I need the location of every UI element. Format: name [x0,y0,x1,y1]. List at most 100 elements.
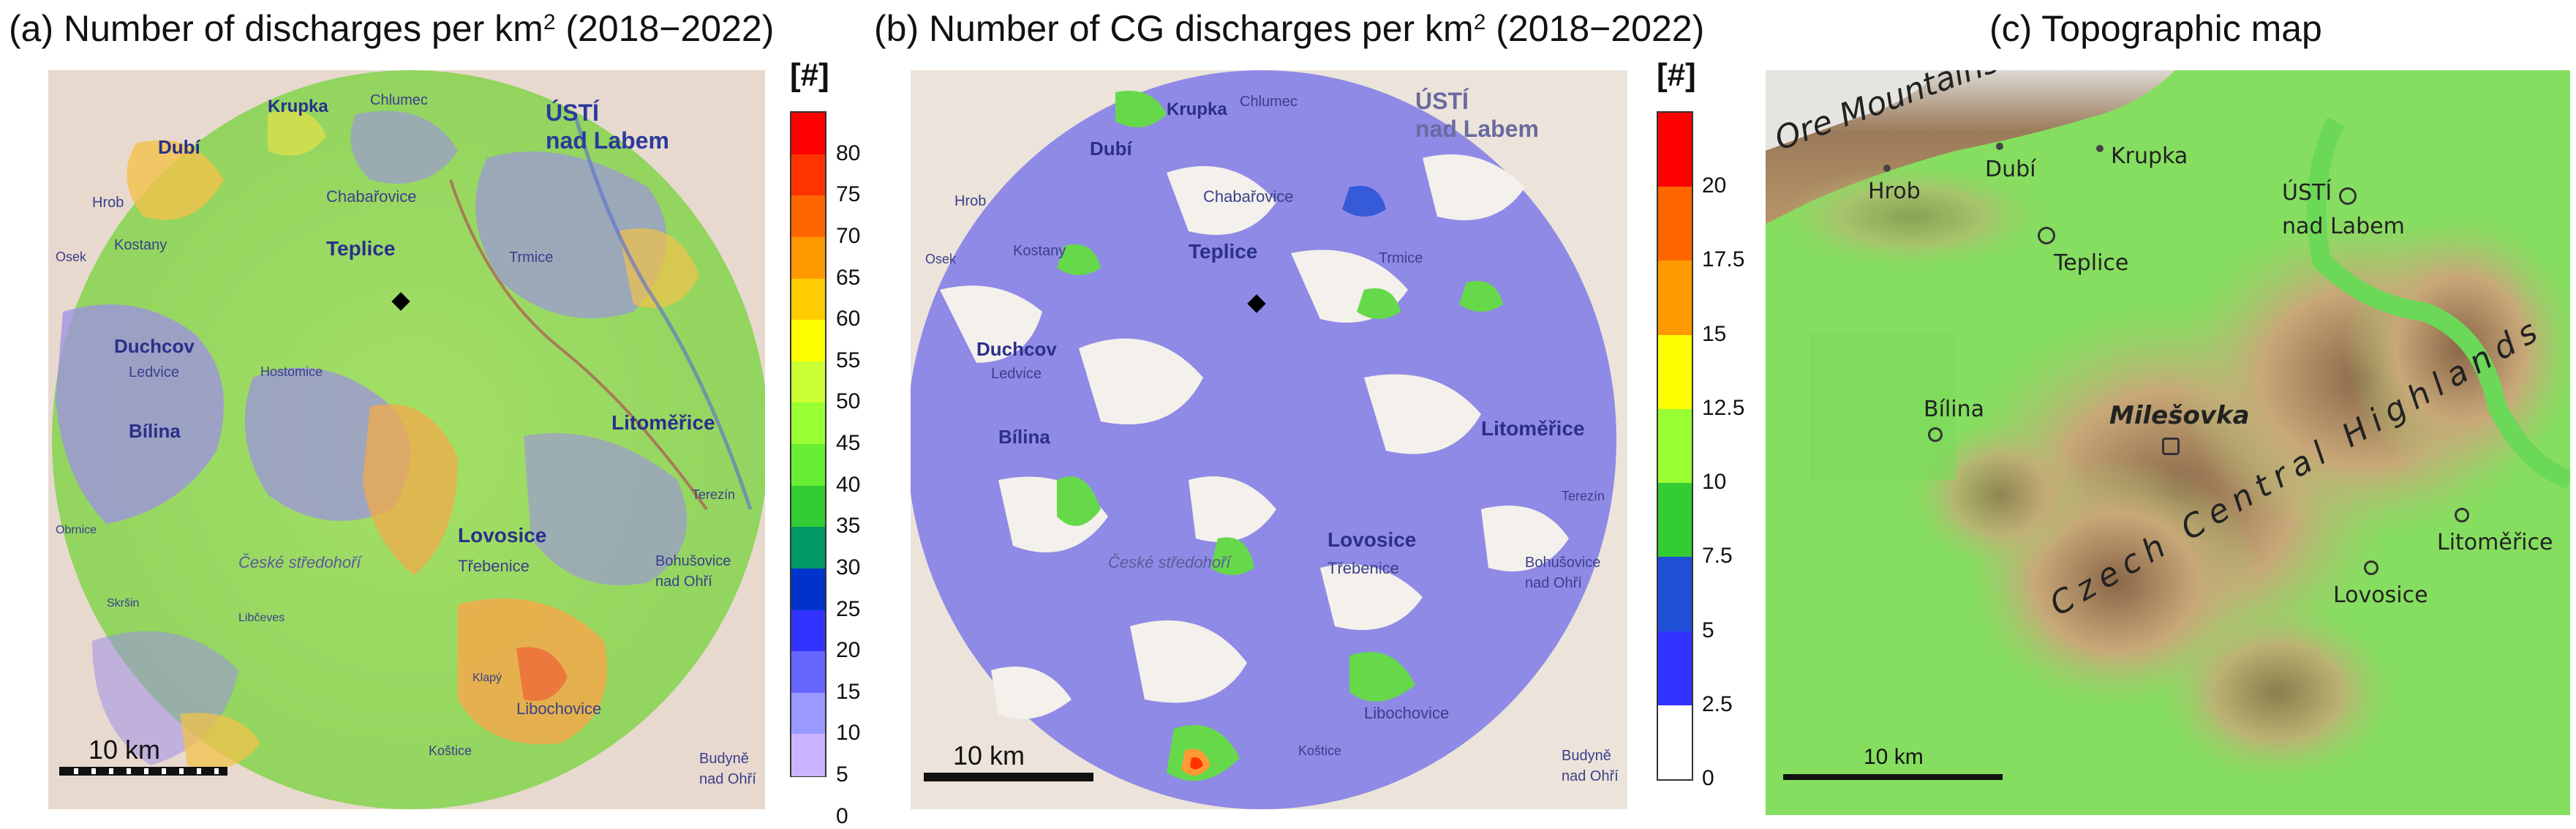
panel-c-label-teplice: Teplice [2054,250,2129,276]
panel-b-colorbar-segment [1658,705,1692,780]
panel-c-marker-litomerice [2455,508,2469,522]
panel-a-scale-label: 10 km [88,735,161,765]
panel-a-colorbar-tick-label: 25 [836,596,861,621]
panel-a-colorbar-unit: [#] [790,57,829,93]
panel-a-map: Krupka Chlumec ÚSTÍ nad Labem Dubí Hrob … [48,70,765,809]
panel-a-scale-line [59,767,227,776]
panel-a-colorbar-segment [791,609,825,652]
panel-c-scale-label: 10 km [1864,745,1924,769]
panel-a-colorbar [790,111,826,777]
panel-c-marker-dubi [1996,143,2003,150]
panel-c-scale-bar: 10 km [1783,745,2003,780]
panel-c-marker-bilina [1928,427,1943,442]
panel-c-title: (c) Topographic map [1989,8,2322,49]
panel-c-marker-krupka [2096,145,2104,152]
panel-a-colorbar-segment [791,651,825,694]
panel-b-place-teplice: Teplice [1189,240,1258,263]
panel-b-place-bilina: Bílina [998,426,1050,448]
panel-b-place-usti-2: nad Labem [1415,116,1539,142]
panel-a-place-libochovice: Libochovice [516,699,602,718]
panel-b-colorbar-tick-label: 5 [1702,618,1714,642]
panel-a-colorbar-tick-label: 65 [836,265,861,290]
panel-a-colorbar-segment [791,444,825,487]
panel-a-place-libceves: Libčeves [238,612,285,624]
panel-b-colorbar-segment [1658,334,1692,410]
panel-c-marker-teplice [2038,227,2055,244]
panel-c-label-milesovka: Milešovka [2109,401,2250,430]
panel-a-colorbar-segment [791,236,825,279]
panel-a-place-duchcov: Duchcov [114,335,195,357]
panel-a-place-trebenice: Třebenice [458,557,530,575]
panel-c-label-litomerice: Litoměřice [2437,530,2553,555]
panel-a-place-hrob: Hrob [92,195,124,211]
panel-c-label-hrob: Hrob [1868,179,1921,204]
panel-a-place-ledvice: Ledvice [129,364,179,380]
panel-b-colorbar-segment [1658,408,1692,484]
panel-b-colorbar-tick-label: 15 [1702,321,1727,346]
panel-a-colorbar-segment [791,113,825,155]
panel-b-map: Krupka Chlumec ÚSTÍ nad Labem Dubí Hrob … [911,70,1627,809]
panel-a-colorbar-tick-label: 5 [836,762,848,787]
panel-a-colorbar-segment [791,402,825,445]
panel-b-place-ledvice: Ledvice [991,366,1042,382]
panel-b-place-bohusovice: Bohušovice [1525,555,1601,571]
panel-a-colorbar-tick-label: 75 [836,182,861,207]
panel-b-map-graphic [911,70,1616,809]
panel-a-place-bohusovice: Bohušovice [655,553,731,569]
panel-c-label-krupka: Krupka [2111,143,2188,169]
panel-b-colorbar-tick-label: 2.5 [1702,691,1733,716]
panel-a-place-litomerice: Litoměřice [611,411,715,434]
panel-b-place-kostice: Koštice [1298,743,1342,758]
panel-b-colorbar-segment [1658,260,1692,336]
panel-a-colorbar-segment [791,320,825,362]
panel-a-place-teplice: Teplice [326,237,396,260]
panel-b-title-sup: 2 [1473,10,1486,34]
panel-b-place-chlumec: Chlumec [1240,94,1298,110]
panel-b-scale-bar: 10 km [924,740,1093,783]
panel-b-place-libochovice: Libochovice [1364,704,1450,722]
panel-a-colorbar-segment [791,568,825,610]
panel-b-colorbar-segment [1658,483,1692,558]
panel-b-colorbar-tick-label: 17.5 [1702,247,1745,272]
panel-a-colorbar-segment [791,278,825,320]
panel-a-place-terezin: Terezín [692,487,736,502]
panel-b-colorbar-segment [1658,631,1692,706]
panel-b-place-usti: ÚSTÍ [1415,88,1469,114]
panel-a-colorbar-tick-label: 0 [836,803,848,828]
panel-a-colorbar-segment [791,361,825,403]
panel-a-place-ceske: České středohoří [238,553,361,571]
panel-b-colorbar-tick-label: 12.5 [1702,395,1745,420]
panel-b-colorbar-tick-label: 0 [1702,766,1714,790]
panel-c-label-lovosice: Lovosice [2333,582,2428,608]
panel-b-place-ceske: České středohoří [1108,553,1231,571]
panel-a-colorbar-segment [791,485,825,528]
panel-c-marker-usti [2339,187,2357,205]
panel-b-place-kostany: Kostany [1013,243,1066,259]
panel-c-topography [1766,70,2570,815]
panel-a-colorbar-tick-label: 60 [836,307,861,331]
panel-a-title-years: (2018−2022) [555,8,775,49]
panel-a-colorbar-segment [791,692,825,735]
panel-a-place-kostice: Koštice [429,743,472,758]
panel-a-scale-bar: 10 km [59,735,227,777]
panel-b-scale-label: 10 km [953,740,1025,770]
panel-b-place-duchcov: Duchcov [976,338,1057,360]
panel-a-place-usti-2: nad Labem [546,127,669,154]
panel-a-place-bohusovice-2: nad Ohří [655,574,712,590]
panel-a-place-klapy: Klapý [472,672,502,684]
panel-b-colorbar [1657,111,1693,781]
panel-c-marker-lovosice [2364,560,2379,575]
panel-c-label-bilina: Bílina [1924,397,1984,422]
panel-b-colorbar-segment [1658,113,1692,187]
panel-a-place-usti: ÚSTÍ [546,100,599,126]
panel-a-title-sup: 2 [543,10,556,34]
panel-a-place-skrsin: Skršin [107,597,140,609]
panel-b-colorbar-segment [1658,187,1692,261]
panel-c-marker-milesovka [2162,438,2180,455]
panel-a-place-budyne-2: nad Ohří [699,771,756,787]
panel-a-place-osek: Osek [56,250,87,264]
panel-a-colorbar-tick-label: 70 [836,223,861,248]
panel-b-colorbar-tick-label: 7.5 [1702,544,1733,569]
panel-b-colorbar-tick-label: 20 [1702,173,1727,198]
panel-a-title-main: (a) Number of discharges per km [9,8,543,49]
